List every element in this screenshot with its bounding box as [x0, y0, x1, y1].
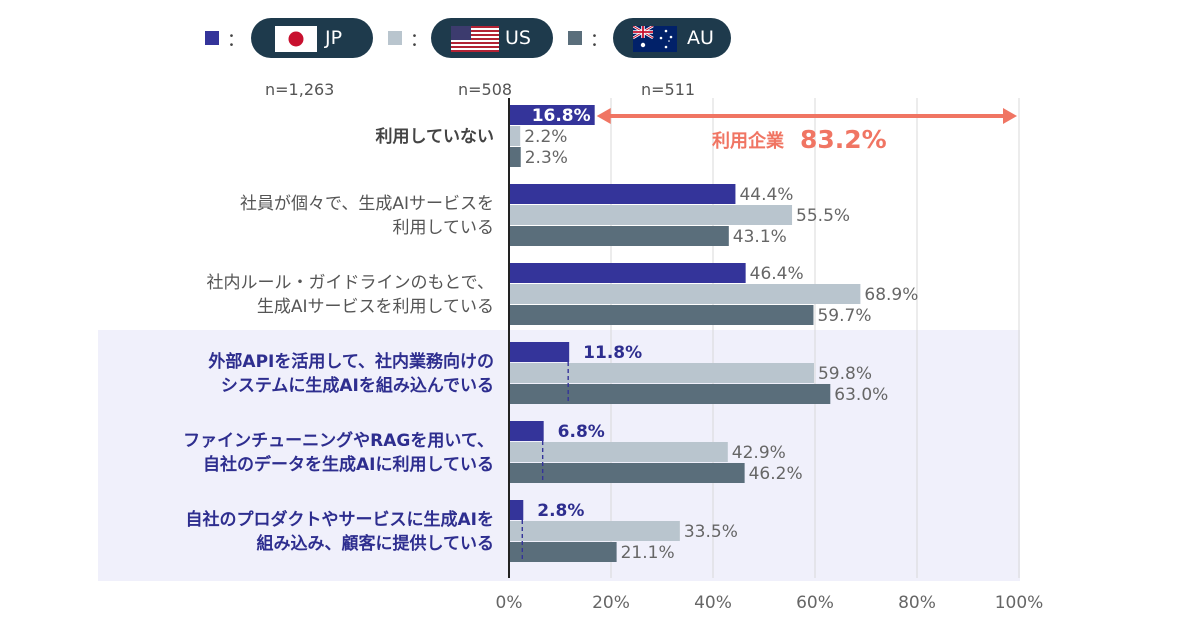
data-label-us: 33.5% — [684, 522, 738, 542]
data-label-us: 42.9% — [732, 443, 786, 463]
legend-code-us: US — [505, 27, 531, 49]
legend-swatch-us — [388, 31, 402, 45]
legend-colon-jp: ： — [227, 30, 245, 51]
data-label-au: 63.0% — [834, 385, 888, 405]
category-label: 組み込み、顧客に提供している — [257, 533, 495, 554]
legend-pill-us: US — [431, 18, 553, 58]
bar-us — [509, 521, 680, 541]
data-label-jp: 16.8% — [532, 106, 591, 126]
bar-jp — [509, 342, 570, 362]
category-label: 社員が個々で、生成AIサービスを — [240, 194, 494, 214]
data-label-jp: 46.4% — [750, 264, 804, 284]
category-label: 自社のデータを生成AIに利用している — [203, 454, 494, 475]
bar-au — [509, 542, 617, 562]
legend-pill-au: AU — [613, 18, 731, 58]
x-tick-label: 80% — [898, 593, 936, 613]
annotation-arrow-left-head — [596, 108, 611, 124]
data-label-us: 68.9% — [864, 285, 918, 305]
x-tick-label: 60% — [796, 593, 834, 613]
x-tick-label: 20% — [592, 593, 630, 613]
data-label-jp: 44.4% — [739, 185, 793, 205]
bar-au — [509, 226, 729, 246]
legend-n-jp: n=1,263 — [265, 80, 335, 99]
bar-us — [509, 363, 814, 383]
bar-jp — [509, 105, 595, 125]
category-label: 外部APIを活用して、社内業務向けの — [208, 351, 494, 372]
category-label: 生成AIサービスを利用している — [257, 297, 494, 317]
data-label-au: 2.3% — [525, 148, 568, 168]
australia-flag-icon — [633, 26, 677, 52]
data-label-us: 59.8% — [818, 364, 872, 384]
legend-pill-jp: JP — [251, 18, 373, 58]
bar-au — [509, 305, 814, 325]
annotation-label: 利用企業 — [712, 130, 785, 152]
bar-au — [509, 463, 745, 483]
bar-jp — [509, 263, 746, 283]
annotation-arrow-right-head — [1003, 108, 1017, 124]
category-label: 利用している — [393, 218, 495, 238]
bar-us — [509, 442, 728, 462]
data-label-jp: 6.8% — [558, 422, 605, 442]
bar-us — [509, 126, 521, 146]
category-label: 社内ルール・ガイドラインのもとで、 — [207, 273, 494, 293]
data-label-au: 46.2% — [749, 464, 803, 484]
category-label: ファインチューニングやRAGを用いて、 — [183, 430, 494, 451]
legend-swatch-jp — [205, 31, 219, 45]
legend-swatch-au — [568, 31, 582, 45]
usa-flag-icon — [451, 26, 499, 52]
legend-code-au: AU — [687, 27, 714, 49]
bar-us — [509, 284, 861, 304]
legend-code-jp: JP — [325, 27, 343, 49]
category-label: 自社のプロダクトやサービスに生成AIを — [186, 509, 494, 530]
category-label: 利用していない — [376, 126, 495, 147]
bar-us — [509, 205, 793, 225]
data-label-us: 55.5% — [796, 206, 850, 226]
x-tick-label: 0% — [496, 593, 523, 613]
category-label: システムに生成AIを組み込んでいる — [221, 375, 494, 396]
x-tick-label: 100% — [995, 593, 1044, 613]
data-label-au: 43.1% — [733, 227, 787, 247]
data-label-us: 2.2% — [524, 127, 567, 147]
japan-flag-icon — [275, 26, 317, 52]
x-tick-label: 40% — [694, 593, 732, 613]
data-label-jp: 2.8% — [537, 501, 584, 521]
annotation-value: 83.2% — [800, 125, 887, 154]
data-label-au: 21.1% — [621, 543, 675, 563]
legend-colon-us: ： — [410, 30, 428, 51]
bar-jp — [509, 421, 544, 441]
legend-colon-au: ： — [590, 30, 608, 51]
legend-n-us: n=508 — [458, 80, 513, 99]
legend-n-au: n=511 — [641, 80, 696, 99]
data-label-au: 59.7% — [817, 306, 871, 326]
bar-au — [509, 384, 831, 404]
bar-jp — [509, 500, 524, 520]
data-label-jp: 11.8% — [583, 343, 642, 363]
bar-au — [509, 147, 521, 167]
bar-jp — [509, 184, 736, 204]
